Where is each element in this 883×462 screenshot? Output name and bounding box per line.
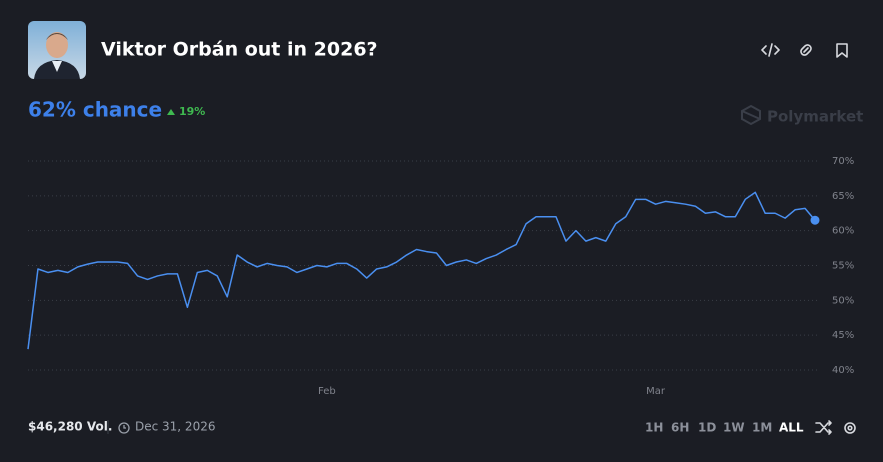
market-title: Viktor Orbán out in 2026? xyxy=(101,39,378,61)
end-date: Dec 31, 2026 xyxy=(135,420,215,434)
range-button[interactable]: 1W xyxy=(723,421,745,435)
compare-button[interactable] xyxy=(815,420,832,435)
brand-watermark: Polymarket xyxy=(767,108,863,126)
y-tick-label: 40% xyxy=(832,365,854,376)
brand-logo xyxy=(741,104,761,126)
y-tick-label: 50% xyxy=(832,295,854,306)
range-button[interactable]: 6H xyxy=(671,421,689,435)
y-tick-label: 55% xyxy=(832,261,854,272)
clock-icon xyxy=(118,422,130,434)
avatar xyxy=(28,21,86,79)
up-arrow xyxy=(167,109,175,115)
y-tick-label: 70% xyxy=(832,156,854,167)
x-tick-label: Feb xyxy=(318,386,336,397)
x-tick-label: Mar xyxy=(646,386,666,397)
chance-label: 62% chance xyxy=(28,98,162,122)
range-button[interactable]: 1D xyxy=(698,421,716,435)
y-tick-label: 65% xyxy=(832,191,854,202)
range-button[interactable]: ALL xyxy=(779,421,804,435)
link-button[interactable] xyxy=(800,44,812,56)
y-tick-label: 45% xyxy=(832,330,854,341)
settings-button[interactable] xyxy=(844,422,856,434)
change-label: 19% xyxy=(179,105,205,118)
range-button[interactable]: 1H xyxy=(645,421,663,435)
range-button[interactable]: 1M xyxy=(752,421,772,435)
bookmark-button[interactable] xyxy=(836,43,848,58)
plot: 40% 45% 50% 55% 60% 65% 70% Feb Mar xyxy=(27,156,854,397)
volume: $46,280 Vol. xyxy=(28,420,112,434)
embed-button[interactable] xyxy=(761,43,780,57)
current-point xyxy=(810,215,820,225)
price-line xyxy=(27,191,816,350)
y-tick-label: 60% xyxy=(832,226,854,237)
